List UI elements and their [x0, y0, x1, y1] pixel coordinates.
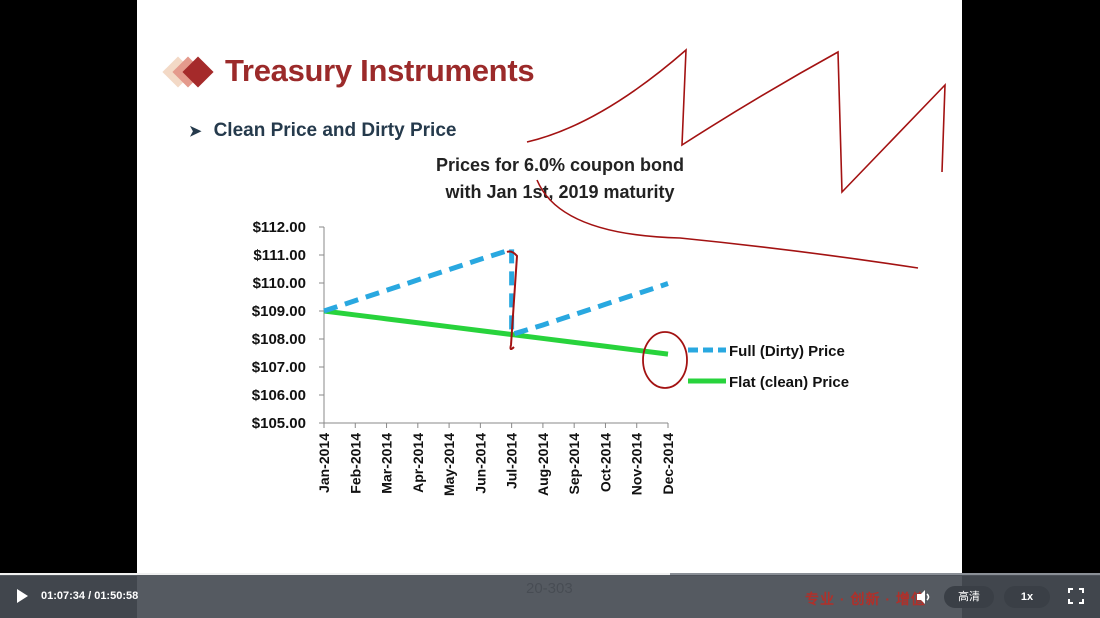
x-tick-label: Oct-2014 — [597, 433, 613, 492]
jump-annotation — [506, 250, 519, 351]
chart-title-line1: Prices for 6.0% coupon bond — [435, 155, 685, 175]
y-tick-label: $109.00 — [252, 303, 306, 320]
speed-button[interactable]: 1x — [1004, 586, 1050, 608]
progress-fill — [0, 573, 670, 576]
curve-annotation — [536, 179, 919, 269]
x-tick-label: Mar-2014 — [379, 433, 395, 494]
x-tick-label: May-2014 — [441, 433, 457, 496]
sawtooth-annotation — [526, 48, 946, 194]
x-tick-label: Jul-2014 — [504, 433, 520, 489]
chart-title-line2: with Jan 1st, 2019 maturity — [445, 182, 675, 202]
clean-price-line — [323, 308, 669, 357]
dirty-price-line — [323, 247, 513, 314]
slide-title: Treasury Instruments — [225, 53, 535, 88]
play-icon[interactable] — [14, 586, 30, 606]
x-tick-label: Sep-2014 — [566, 433, 582, 495]
watermark-logo: 专业 · 创新 · 增值 — [805, 591, 926, 607]
circle-annotation — [642, 331, 688, 389]
x-tick-label: Apr-2014 — [410, 433, 426, 493]
legend-clean-label: Flat (clean) Price — [729, 374, 849, 391]
y-tick-label: $108.00 — [252, 331, 306, 348]
chart-title: Prices for 6.0% coupon bond with Jan 1st… — [395, 152, 725, 206]
fullscreen-icon[interactable] — [1068, 588, 1084, 604]
diamond-logo-icon — [162, 56, 214, 88]
y-tick-label: $111.00 — [253, 247, 306, 264]
dirty-price-line — [509, 249, 669, 338]
legend-dirty-label: Full (Dirty) Price — [729, 343, 845, 360]
y-tick-label: $110.00 — [253, 275, 306, 292]
y-tick-label: $106.00 — [252, 387, 306, 404]
y-tick-label: $112.00 — [253, 219, 306, 236]
x-tick-label: Jun-2014 — [472, 433, 488, 494]
player-controls — [0, 575, 1100, 618]
quality-button[interactable]: 高清 — [944, 586, 994, 608]
time-display: 01:07:34 / 01:50:58 — [41, 590, 139, 602]
slide: Treasury Instruments ➤ Clean Price and Di… — [137, 0, 962, 618]
bullet-item: ➤ Clean Price and Dirty Price — [189, 120, 456, 142]
x-tick-label: Aug-2014 — [535, 433, 551, 496]
volume-icon[interactable] — [915, 588, 933, 606]
y-tick-label: $105.00 — [252, 415, 306, 432]
x-tick-label: Dec-2014 — [660, 433, 676, 495]
y-tick-label: $107.00 — [252, 359, 306, 376]
x-tick-label: Feb-2014 — [347, 433, 363, 494]
x-tick-label: Nov-2014 — [629, 433, 645, 495]
bullet-text: Clean Price and Dirty Price — [213, 120, 457, 141]
bullet-arrow-icon: ➤ — [189, 123, 202, 140]
x-tick-label: Jan-2014 — [316, 433, 332, 493]
